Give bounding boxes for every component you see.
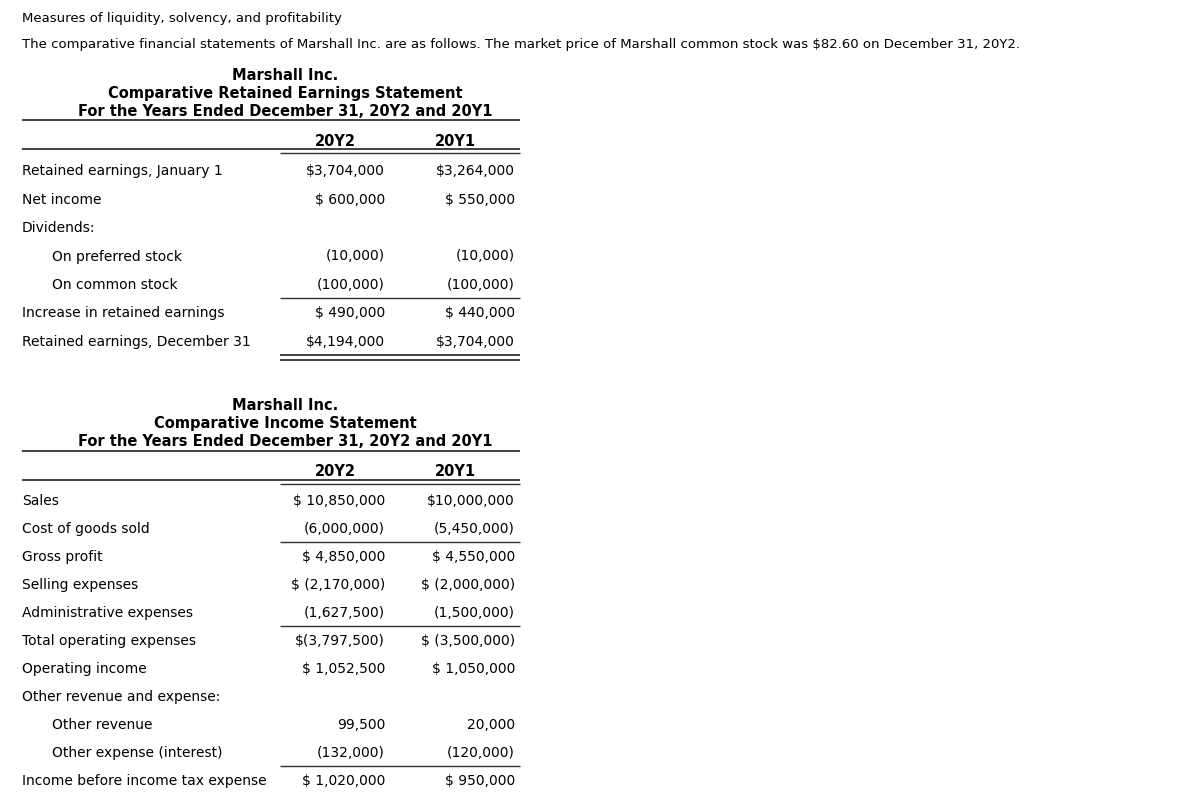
- Text: (120,000): (120,000): [448, 746, 515, 759]
- Text: Increase in retained earnings: Increase in retained earnings: [22, 306, 224, 320]
- Text: Retained earnings, January 1: Retained earnings, January 1: [22, 164, 223, 178]
- Text: Cost of goods sold: Cost of goods sold: [22, 522, 150, 536]
- Text: $10,000,000: $10,000,000: [427, 494, 515, 508]
- Text: Total operating expenses: Total operating expenses: [22, 634, 196, 648]
- Text: $ 550,000: $ 550,000: [445, 192, 515, 206]
- Text: $ 1,050,000: $ 1,050,000: [432, 662, 515, 675]
- Text: 20Y1: 20Y1: [434, 464, 475, 479]
- Text: (10,000): (10,000): [456, 249, 515, 263]
- Text: Income before income tax expense: Income before income tax expense: [22, 774, 266, 788]
- Text: Comparative Retained Earnings Statement: Comparative Retained Earnings Statement: [108, 86, 462, 101]
- Text: Operating income: Operating income: [22, 662, 146, 675]
- Text: (1,627,500): (1,627,500): [304, 606, 385, 620]
- Text: Comparative Income Statement: Comparative Income Statement: [154, 416, 416, 431]
- Text: $ (3,500,000): $ (3,500,000): [421, 634, 515, 648]
- Text: 20,000: 20,000: [467, 718, 515, 731]
- Text: On common stock: On common stock: [52, 277, 178, 292]
- Text: For the Years Ended December 31, 20Y2 and 20Y1: For the Years Ended December 31, 20Y2 an…: [78, 104, 492, 119]
- Text: $(3,797,500): $(3,797,500): [295, 634, 385, 648]
- Text: Administrative expenses: Administrative expenses: [22, 606, 193, 620]
- Text: (5,450,000): (5,450,000): [434, 522, 515, 536]
- Text: $3,264,000: $3,264,000: [436, 164, 515, 178]
- Text: Net income: Net income: [22, 192, 102, 206]
- Text: 20Y2: 20Y2: [314, 464, 355, 479]
- Text: Other revenue and expense:: Other revenue and expense:: [22, 690, 221, 703]
- Text: $3,704,000: $3,704,000: [436, 334, 515, 349]
- Text: $ 440,000: $ 440,000: [445, 306, 515, 320]
- Text: Measures of liquidity, solvency, and profitability: Measures of liquidity, solvency, and pro…: [22, 12, 342, 25]
- Text: $ (2,000,000): $ (2,000,000): [421, 577, 515, 592]
- Text: Other expense (interest): Other expense (interest): [52, 746, 222, 759]
- Text: (100,000): (100,000): [448, 277, 515, 292]
- Text: Sales: Sales: [22, 494, 59, 508]
- Text: $ 600,000: $ 600,000: [314, 192, 385, 206]
- Text: $4,194,000: $4,194,000: [306, 334, 385, 349]
- Text: 20Y1: 20Y1: [434, 134, 475, 149]
- Text: (6,000,000): (6,000,000): [304, 522, 385, 536]
- Text: Dividends:: Dividends:: [22, 221, 96, 235]
- Text: $ (2,170,000): $ (2,170,000): [290, 577, 385, 592]
- Text: (10,000): (10,000): [326, 249, 385, 263]
- Text: (100,000): (100,000): [317, 277, 385, 292]
- Text: Retained earnings, December 31: Retained earnings, December 31: [22, 334, 251, 349]
- Text: $ 4,550,000: $ 4,550,000: [432, 550, 515, 564]
- Text: The comparative financial statements of Marshall Inc. are as follows. The market: The comparative financial statements of …: [22, 38, 1020, 51]
- Text: $ 490,000: $ 490,000: [314, 306, 385, 320]
- Text: $ 4,850,000: $ 4,850,000: [301, 550, 385, 564]
- Text: On preferred stock: On preferred stock: [52, 249, 182, 263]
- Text: Selling expenses: Selling expenses: [22, 577, 138, 592]
- Text: Other revenue: Other revenue: [52, 718, 152, 731]
- Text: Marshall Inc.: Marshall Inc.: [232, 68, 338, 83]
- Text: $ 10,850,000: $ 10,850,000: [293, 494, 385, 508]
- Text: $ 950,000: $ 950,000: [445, 774, 515, 788]
- Text: $3,704,000: $3,704,000: [306, 164, 385, 178]
- Text: $ 1,020,000: $ 1,020,000: [301, 774, 385, 788]
- Text: Marshall Inc.: Marshall Inc.: [232, 398, 338, 413]
- Text: $ 1,052,500: $ 1,052,500: [301, 662, 385, 675]
- Text: Gross profit: Gross profit: [22, 550, 103, 564]
- Text: (132,000): (132,000): [317, 746, 385, 759]
- Text: 20Y2: 20Y2: [314, 134, 355, 149]
- Text: 99,500: 99,500: [337, 718, 385, 731]
- Text: For the Years Ended December 31, 20Y2 and 20Y1: For the Years Ended December 31, 20Y2 an…: [78, 434, 492, 449]
- Text: (1,500,000): (1,500,000): [434, 606, 515, 620]
